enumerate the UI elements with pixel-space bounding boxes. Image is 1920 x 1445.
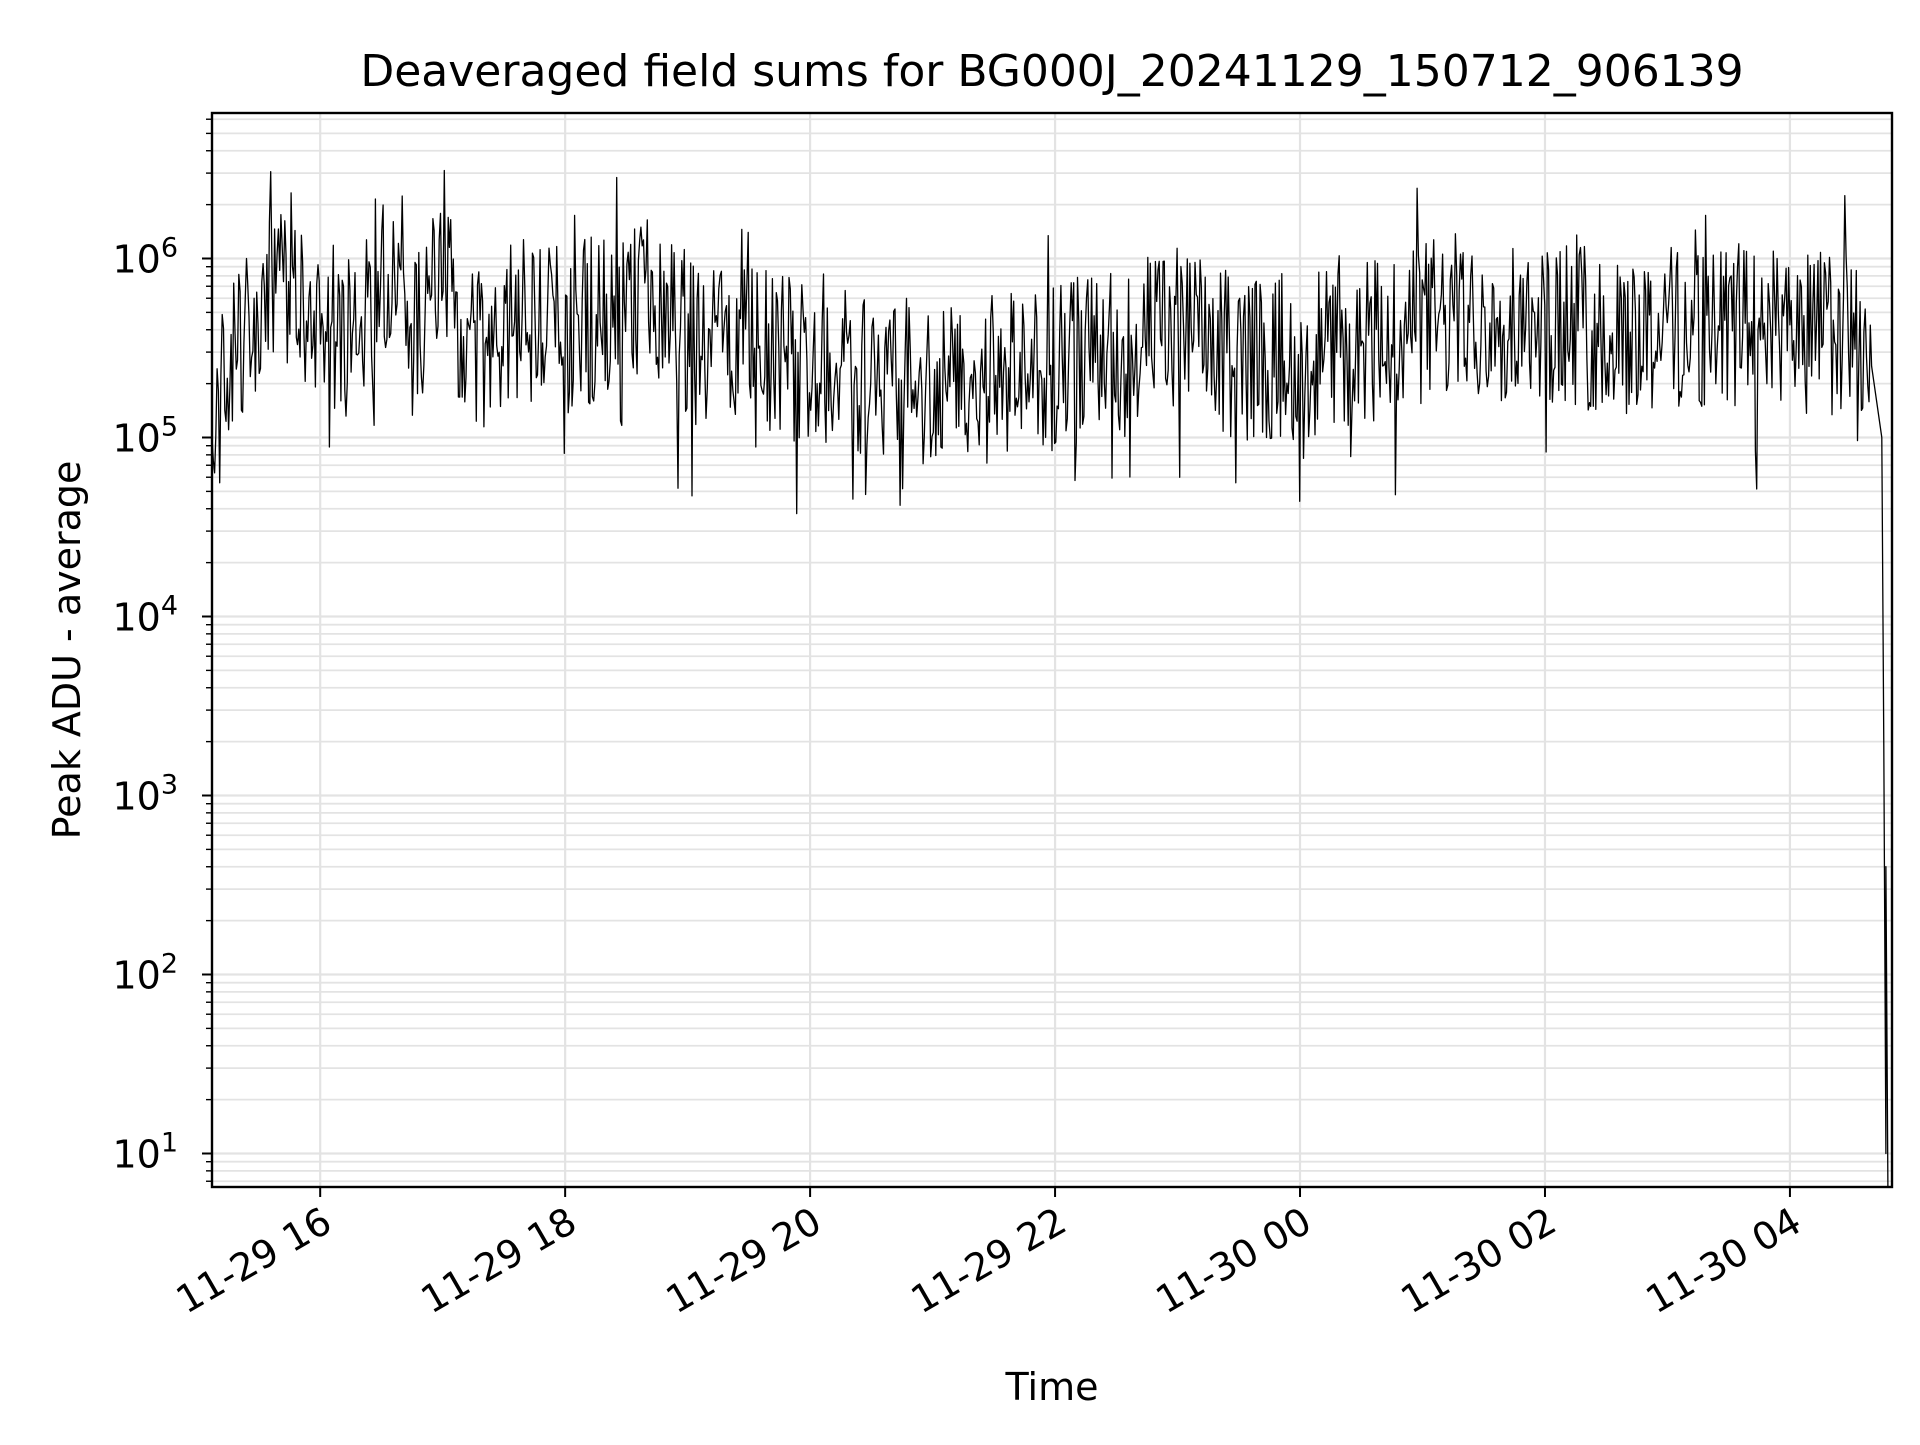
y-tick-label: 101: [112, 1128, 178, 1177]
y-tick-exponent: 2: [161, 949, 178, 980]
y-tick-base: 10: [112, 596, 160, 640]
y-tick-label: 102: [112, 949, 178, 998]
series-line: [211, 169, 1889, 1188]
y-tick-base: 10: [112, 417, 160, 461]
y-tick-label: 105: [112, 412, 178, 461]
plot-frame: [210, 111, 1894, 1189]
chart-title: Deaveraged field sums for BG000J_2024112…: [360, 46, 1743, 97]
y-tick-base: 10: [112, 238, 160, 282]
x-tick-label: 11-30 04: [1638, 1199, 1808, 1323]
y-axis-label: Peak ADU - average: [45, 461, 89, 840]
y-tick-exponent: 4: [161, 591, 178, 622]
y-tick-exponent: 5: [161, 412, 178, 443]
x-tick-label: 11-29 22: [904, 1199, 1074, 1323]
y-tick-base: 10: [112, 775, 160, 819]
x-tick-label: 11-29 18: [414, 1199, 584, 1323]
x-axis-label: Time: [1005, 1365, 1099, 1409]
y-tick-label: 106: [112, 233, 178, 282]
y-tick-exponent: 1: [161, 1128, 178, 1159]
y-tick-label: 103: [112, 770, 178, 819]
grid: [212, 113, 1892, 1187]
x-tick-label: 11-30 02: [1394, 1199, 1564, 1323]
y-tick-base: 10: [112, 1133, 160, 1177]
y-tick-exponent: 3: [161, 770, 178, 801]
series-layer: [211, 169, 1889, 1188]
x-axis: 11-29 16 11-29 18 11-29 20 11-29 22 11-30 00…: [169, 1187, 1808, 1323]
y-tick-label: 104: [112, 591, 178, 640]
x-tick-label: 11-29 20: [659, 1199, 829, 1323]
y-tick-base: 10: [112, 954, 160, 998]
y-tick-exponent: 6: [161, 233, 178, 264]
x-tick-label: 11-29 16: [169, 1199, 339, 1323]
x-tick-label: 11-30 00: [1149, 1199, 1319, 1323]
